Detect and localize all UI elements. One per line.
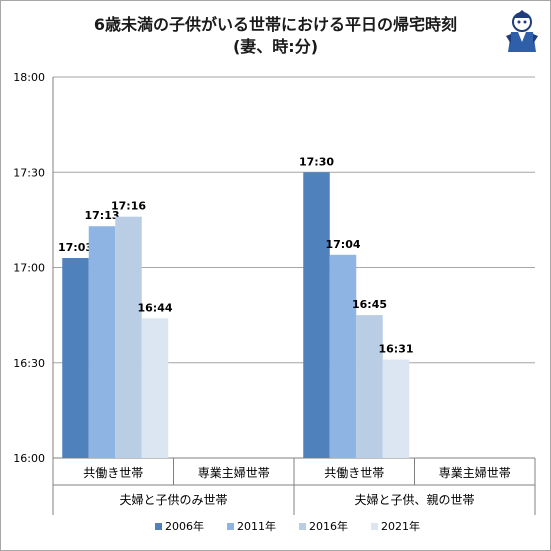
legend-swatch <box>371 523 378 530</box>
chart-title: 6歳未満の子供がいる世帯における平日の帰宅時刻 (妻、時:分) <box>0 14 551 58</box>
legend-label: 2011年 <box>237 519 276 533</box>
y-tick-label: 17:30 <box>13 166 45 179</box>
chart-title-line2: (妻、時:分) <box>232 37 319 56</box>
y-tick-label: 18:00 <box>13 71 45 84</box>
data-label: 16:44 <box>137 301 172 314</box>
data-label: 17:13 <box>84 209 119 222</box>
bar <box>382 359 410 458</box>
legend-swatch <box>299 523 306 530</box>
category-label: 共働き世帯 <box>324 466 384 480</box>
bar <box>303 172 330 458</box>
bar <box>115 216 142 458</box>
y-tick-label: 17:00 <box>13 262 45 275</box>
legend-label: 2016年 <box>309 519 348 533</box>
category-label: 専業主婦世帯 <box>198 465 270 480</box>
legend-label: 2021年 <box>381 519 420 533</box>
chart-title-line1: 6歳未満の子供がいる世帯における平日の帰宅時刻 <box>93 15 458 34</box>
data-label: 17:30 <box>299 155 334 168</box>
y-tick-label: 16:30 <box>13 357 45 370</box>
bar <box>62 257 89 458</box>
category-label: 専業主婦世帯 <box>439 465 511 480</box>
bar <box>88 226 116 458</box>
legend-swatch <box>155 523 162 530</box>
group-label: 夫婦と子供、親の世帯 <box>354 492 474 507</box>
category-label: 共働き世帯 <box>83 466 143 480</box>
bar <box>141 318 169 458</box>
data-label: 16:31 <box>378 343 413 356</box>
bar <box>329 254 357 458</box>
data-label: 17:04 <box>325 238 360 251</box>
data-label: 16:45 <box>352 298 387 311</box>
legend-swatch <box>227 523 234 530</box>
legend-label: 2006年 <box>165 519 204 533</box>
data-label: 17:16 <box>111 200 146 213</box>
mascot-logo <box>506 10 538 52</box>
data-label: 17:03 <box>58 241 93 254</box>
bar <box>356 315 383 458</box>
group-label: 夫婦と子供のみ世帯 <box>119 492 227 507</box>
y-tick-label: 16:00 <box>13 452 45 465</box>
